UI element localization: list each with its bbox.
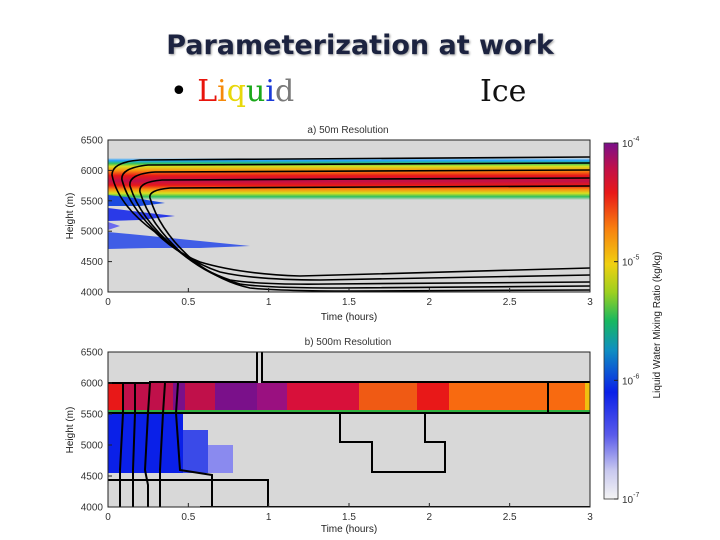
x-tick-label: 0.5 [181, 297, 195, 308]
panel-b-contour-v1 [119, 383, 124, 507]
panel-b-xlabel: Time (hours) [321, 524, 377, 535]
panel-b-y-ticks: 4000 4500 5000 5500 6000 6500 [81, 348, 112, 514]
colorbar: 10-4 10-5 10-6 10-7 Liquid Water Mixing Rat… [603, 136, 663, 506]
x-tick-label: 0 [105, 297, 111, 308]
panel-b-cell-6 [257, 383, 287, 413]
liquid-letter: q [226, 74, 246, 109]
x-tick-label: 2.5 [503, 512, 517, 523]
panel-a-x-ticks: 0 0.5 1 1.5 2 2.5 3 [105, 288, 593, 308]
y-tick-label: 4500 [81, 472, 104, 483]
panel-a-contour-4 [139, 177, 590, 289]
panel-b-cell-5 [215, 383, 257, 413]
panel-a-contours [111, 156, 590, 292]
panel-b-cell-1 [108, 383, 123, 413]
panel-b-cell-8 [359, 383, 417, 413]
x-tick-label: 0.5 [181, 512, 195, 523]
panel-b-layer-edge [108, 410, 590, 413]
panel-b-x-ticks: 0 0.5 1 1.5 2 2.5 3 [105, 503, 593, 523]
panel-b-contour-box [339, 413, 446, 473]
panel-b-title: b) 500m Resolution [305, 337, 392, 348]
panel-a-xlabel: Time (hours) [321, 312, 377, 323]
panel-b-ylabel: Height (m) [65, 407, 76, 454]
y-tick-label: 5500 [81, 410, 104, 421]
x-tick-label: 2 [427, 512, 433, 523]
panel-b-background [108, 352, 590, 507]
panel-b-cell-4 [185, 383, 215, 413]
x-tick-label: 3 [587, 512, 593, 523]
panel-b-contour-v4 [159, 382, 166, 507]
colorbar-tick-exponent: -6 [633, 373, 639, 380]
x-tick-label: 1.5 [342, 512, 356, 523]
liquid-letter: L [197, 74, 218, 109]
x-tick-label: 0 [105, 512, 111, 523]
liquid-label: Liquid [197, 74, 294, 109]
panel-a-blue-streak-3 [108, 232, 250, 249]
panel-b-contour-v3 [143, 382, 151, 507]
y-tick-label: 5000 [81, 441, 104, 452]
liquid-heading: • Liquid [170, 74, 294, 109]
liquid-letter: u [246, 74, 266, 109]
y-tick-label: 5500 [81, 196, 104, 207]
panel-b: b) 500m Resolution [65, 337, 593, 535]
colorbar-gradient [603, 142, 619, 500]
colorbar-tick-label: 10-5 [622, 255, 639, 269]
colorbar-tick-exponent: -7 [633, 492, 639, 499]
bullet: • [170, 74, 188, 109]
panel-a-ylabel: Height (m) [65, 193, 76, 240]
colorbar-label: Liquid Water Mixing Ratio (kg/kg) [652, 252, 663, 399]
y-tick-label: 5000 [81, 227, 104, 238]
panel-b-contour-v2 [132, 383, 136, 507]
panel-b-contour-v5 [174, 382, 213, 507]
liquid-letter: i [217, 74, 227, 109]
panel-b-cell-7 [287, 383, 359, 413]
liquid-letter: i [265, 74, 275, 109]
y-tick-label: 6500 [81, 348, 104, 359]
panel-b-contour-top-2 [261, 352, 590, 383]
panel-b-contours [108, 352, 590, 507]
panel-b-cell-11 [585, 383, 590, 413]
x-tick-label: 1 [266, 297, 272, 308]
y-tick-label: 6500 [81, 136, 104, 147]
y-tick-label: 4000 [81, 503, 104, 514]
y-tick-label: 6000 [81, 166, 104, 177]
panel-b-contour-low [108, 479, 269, 507]
y-tick-label: 4500 [81, 257, 104, 268]
colorbar-tick-label: 10-7 [622, 492, 639, 506]
panel-b-cell-9 [417, 383, 449, 413]
x-tick-label: 3 [587, 297, 593, 308]
panel-a-title: a) 50m Resolution [307, 125, 388, 136]
panel-b-cell-3 [173, 383, 185, 413]
colorbar-tick-label: 10-6 [622, 373, 639, 387]
x-tick-label: 1.5 [342, 297, 356, 308]
y-tick-label: 6000 [81, 379, 104, 390]
x-tick-label: 2 [427, 297, 433, 308]
slide-title: Parameterization at work [166, 30, 554, 61]
ice-heading: Ice [480, 74, 527, 109]
liquid-letter: d [274, 74, 295, 109]
panel-b-cell-10 [449, 383, 585, 413]
x-tick-label: 2.5 [503, 297, 517, 308]
x-tick-label: 1 [266, 512, 272, 523]
colorbar-tick-exponent: -4 [633, 136, 639, 143]
panel-a-contour-5 [149, 185, 590, 292]
colorbar-tick-label: 10-4 [622, 136, 639, 150]
colorbar-tick-exponent: -5 [633, 255, 639, 262]
y-tick-label: 4000 [81, 288, 104, 299]
panel-b-blue-block-2 [183, 430, 208, 473]
panel-b-blue-block-3 [208, 445, 233, 473]
panel-a-blue-streak-4 [108, 222, 120, 230]
panel-a: a) 50m Resolution 4000 4500 5000 5500 6000 65… [65, 125, 593, 323]
panel-a-y-ticks: 4000 4500 5000 5500 6000 6500 [81, 136, 112, 299]
